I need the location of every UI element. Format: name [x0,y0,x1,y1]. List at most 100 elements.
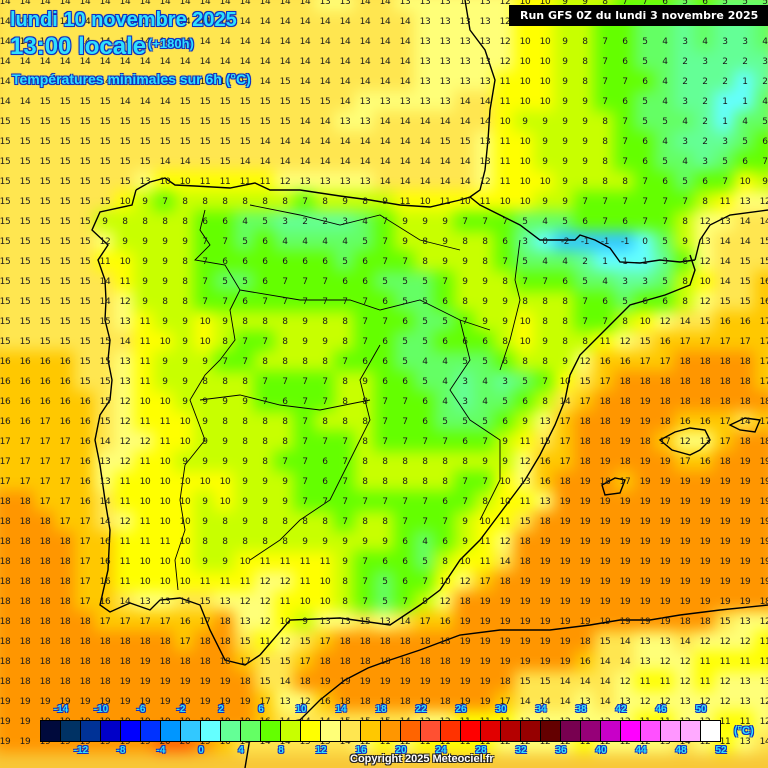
temperature-value: 8 [182,257,188,267]
field-cell [654,151,676,173]
field-cell [514,31,536,53]
field-cell [574,131,596,153]
temperature-value: 19 [679,477,691,487]
temperature-value: 7 [222,237,228,247]
temperature-value: 7 [382,257,388,267]
field-cell [134,31,156,53]
temperature-value: 7 [602,317,608,327]
temperature-value: 2 [582,257,588,267]
field-cell [674,131,696,153]
field-cell [514,91,536,113]
legend-tick-label: 8 [278,745,284,756]
field-cell [714,51,736,73]
temperature-value: 14 [739,217,751,227]
temperature-value: 17 [19,457,31,467]
temperature-value: 8 [482,497,488,507]
temperature-value: 11 [139,317,151,327]
temperature-value: 15 [239,117,251,127]
temperature-value: 8 [502,277,508,287]
temperature-value: 5 [402,277,408,287]
temperature-value: 19 [559,517,571,527]
temperature-value: 6 [502,417,508,427]
temperature-value: 8 [362,437,368,447]
temperature-value: 18 [379,657,391,667]
temperature-value: 17 [19,477,31,487]
temperature-value: 18 [499,577,511,587]
temperature-value: 18 [139,637,151,647]
temperature-value: 2 [682,57,688,67]
temperature-value: 17 [199,617,211,627]
field-cell [134,11,156,33]
field-cell [474,11,496,33]
temperature-value: 19 [639,477,651,487]
temperature-value: 14 [359,137,371,147]
field-cell [174,151,196,173]
temperature-value: 7 [362,577,368,587]
forecast-date: lundi 10 novembre 2025 [10,9,237,31]
temperature-value: 15 [119,137,131,147]
temperature-value: 8 [522,297,528,307]
field-cell [34,111,56,133]
temperature-value: 8 [362,457,368,467]
temperature-value: -1 [580,237,590,247]
temperature-value: 18 [39,637,51,647]
temperature-value: 13 [119,317,131,327]
field-cell [0,111,16,133]
temperature-value: 4 [482,397,488,407]
legend-swatch [241,721,261,741]
temperature-value: 5 [422,557,428,567]
temperature-value: 7 [402,417,408,427]
temperature-value: 19 [759,517,768,527]
temperature-value: 7 [622,117,628,127]
temperature-value: 17 [39,417,51,427]
temperature-value: 18 [19,657,31,667]
temperature-value: 14 [339,77,351,87]
temperature-value: 19 [119,677,131,687]
temperature-value: 9 [382,197,388,207]
temperature-value: 17 [759,317,768,327]
temperature-value: 8 [582,37,588,47]
temperature-value: 10 [519,137,531,147]
temperature-value: 15 [59,97,71,107]
temperature-value: 8 [222,197,228,207]
temperature-value: 8 [362,517,368,527]
temperature-value: 10 [179,497,191,507]
temperature-value: 4 [422,357,428,367]
temperature-value: 8 [282,337,288,347]
temperature-value: 15 [39,117,51,127]
temperature-value: 9 [242,477,248,487]
temperature-value: 9 [182,457,188,467]
temperature-value: 13 [379,617,391,627]
temperature-value: 7 [382,497,388,507]
temperature-value: 19 [559,617,571,627]
temperature-value: 19 [559,577,571,587]
field-cell [634,51,656,73]
temperature-value: 18 [619,377,631,387]
field-cell [0,171,16,193]
temperature-value: 10 [159,337,171,347]
temperature-value: 15 [179,137,191,147]
field-cell [454,131,476,153]
legend-swatch [41,721,61,741]
legend-tick-label: 10 [295,704,307,715]
temperature-value: 13 [419,0,431,7]
temperature-value: 15 [79,157,91,167]
temperature-value: 9 [682,237,688,247]
temperature-value: 15 [139,117,151,127]
temperature-value: 8 [342,597,348,607]
temperature-value: 8 [422,257,428,267]
temperature-value: 19 [659,577,671,587]
field-cell [74,91,96,113]
temperature-value: 16 [59,377,71,387]
legend-tick-label: 48 [675,745,687,756]
temperature-value: 11 [519,437,531,447]
field-cell [114,91,136,113]
temperature-value: 14 [379,157,391,167]
temperature-value: 11 [259,557,271,567]
temperature-value: 18 [599,477,611,487]
temperature-value: 9 [182,337,188,347]
temperature-value: 14 [379,177,391,187]
temperature-value: 18 [59,617,71,627]
temperature-value: 12 [119,297,131,307]
